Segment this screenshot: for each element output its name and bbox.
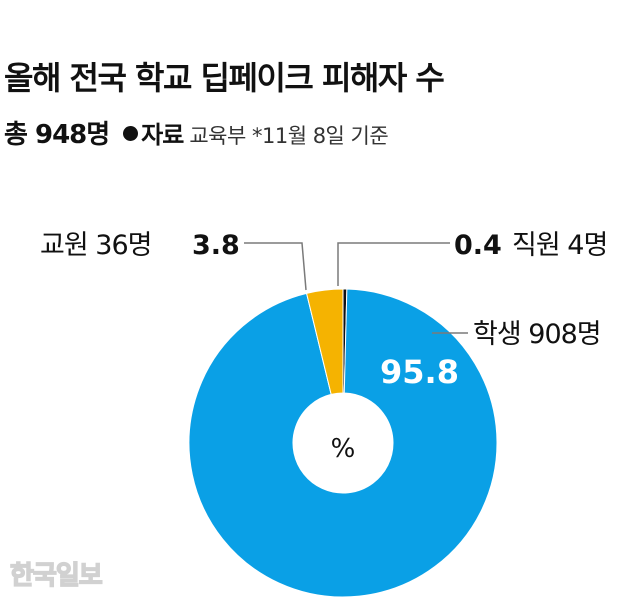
slice-value-students: 95.8 xyxy=(380,353,459,391)
watermark-logo: 한국일보 xyxy=(10,561,103,591)
slice-label-staff: 직원 4명 xyxy=(512,230,607,261)
slice-students xyxy=(188,288,498,598)
bullet-icon xyxy=(123,126,139,141)
leader-line-staff xyxy=(337,242,450,286)
slice-value-staff: 0.4 xyxy=(454,230,502,261)
chart-title: 올해 전국 학교 딥페이크 피해자 수 xyxy=(4,59,445,97)
center-unit-label: % xyxy=(331,434,356,464)
source-text: 교육부 *11월 8일 기준 xyxy=(189,124,389,148)
total-count: 총 948명 xyxy=(4,120,110,150)
leader-line-teachers xyxy=(244,242,307,291)
slice-label-students: 학생 908명 xyxy=(473,319,601,350)
source-label: 자료 xyxy=(141,121,184,149)
slice-value-teachers: 3.8 xyxy=(192,230,240,261)
donut-slices xyxy=(188,288,498,598)
subtitle-line: 총 948명 자료 교육부 *11월 8일 기준 xyxy=(4,120,389,150)
slice-teachers xyxy=(305,288,344,396)
slice-label-teachers: 교원 36명 xyxy=(40,230,151,261)
